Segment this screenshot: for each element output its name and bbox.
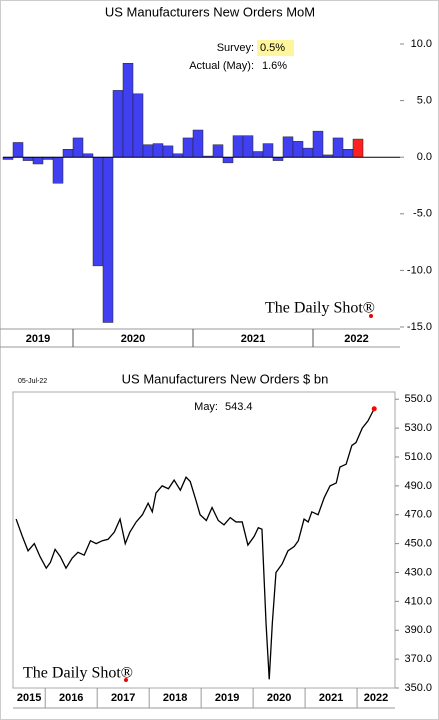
bar	[12, 142, 24, 158]
x-tick-label: 2020	[267, 692, 291, 704]
y-tick-label: 10.0	[411, 38, 432, 50]
y-tick-label: 550.0	[404, 393, 432, 405]
y-tick-label: 350.0	[404, 682, 432, 694]
bar	[52, 156, 64, 184]
x-group-label: 2020	[121, 333, 145, 345]
x-tick-label: 2022	[364, 692, 388, 704]
y-tick-label: 5.0	[417, 94, 432, 106]
watermark: The Daily Shot®	[23, 665, 133, 682]
bar	[122, 62, 134, 158]
y-tick-label: -15.0	[407, 321, 432, 333]
bar	[302, 147, 314, 158]
bar	[132, 93, 144, 158]
bar	[222, 156, 234, 164]
x-tick-label: 2017	[111, 692, 135, 704]
y-tick-label: 450.0	[404, 538, 432, 550]
y-tick-label: 0.0	[417, 151, 432, 163]
bar	[102, 156, 114, 323]
bar	[112, 90, 124, 158]
annotation-label: Actual (May):	[189, 60, 254, 72]
y-tick-label: 410.0	[404, 595, 432, 607]
bar	[292, 141, 304, 158]
chart-title: US Manufacturers New Orders $ bn	[122, 371, 329, 386]
bar	[282, 136, 294, 158]
bar	[92, 156, 104, 267]
y-tick-label: 530.0	[404, 422, 432, 434]
bar	[342, 149, 354, 158]
bar	[22, 156, 34, 161]
y-tick-label: 470.0	[404, 509, 432, 521]
bar	[252, 151, 264, 158]
annotation-value: 1.6%	[262, 60, 287, 72]
watermark: The Daily Shot®	[265, 300, 375, 317]
bar	[142, 144, 154, 158]
bar	[72, 137, 84, 158]
annotation-label: Survey:	[217, 42, 254, 54]
bar	[212, 144, 224, 158]
watermark-dot	[124, 678, 128, 682]
y-tick-label: 490.0	[404, 480, 432, 492]
x-group-label: 2021	[241, 333, 265, 345]
end-marker	[371, 406, 377, 412]
bar	[232, 135, 244, 158]
bar	[32, 156, 44, 165]
y-tick-label: -5.0	[413, 208, 432, 220]
bar	[62, 149, 74, 158]
bar	[272, 156, 284, 161]
x-tick-label: 2016	[59, 692, 83, 704]
chart-title: US Manufacturers New Orders MoM	[105, 4, 315, 19]
bar	[192, 129, 204, 158]
bar	[82, 153, 94, 158]
bar	[262, 143, 274, 158]
x-group-label: 2022	[344, 333, 368, 345]
x-tick-label: 2015	[17, 692, 41, 704]
highlight	[257, 40, 294, 56]
y-tick-label: 370.0	[404, 653, 432, 665]
x-tick-label: 2018	[163, 692, 187, 704]
y-tick-label: 510.0	[404, 451, 432, 463]
y-tick-label: 390.0	[404, 624, 432, 636]
x-tick-label: 2021	[319, 692, 343, 704]
line	[15, 408, 375, 680]
bar	[242, 135, 254, 158]
x-group-label: 2019	[26, 333, 50, 345]
bar	[172, 153, 184, 158]
y-tick-label: 430.0	[404, 566, 432, 578]
bar	[352, 138, 364, 158]
bar	[152, 143, 164, 158]
bar	[162, 145, 174, 158]
plot-frame	[12, 391, 396, 689]
bar	[312, 130, 324, 158]
annotation-label: May:	[194, 401, 218, 413]
date: 05-Jul-22	[18, 378, 47, 385]
bar	[332, 137, 344, 158]
watermark-dot	[369, 314, 373, 318]
bar	[182, 137, 194, 158]
annotation-value: 543.4	[225, 401, 253, 413]
annotation-value: 0.5%	[260, 42, 285, 54]
x-tick-label: 2019	[215, 692, 239, 704]
y-tick-label: -10.0	[407, 264, 432, 276]
